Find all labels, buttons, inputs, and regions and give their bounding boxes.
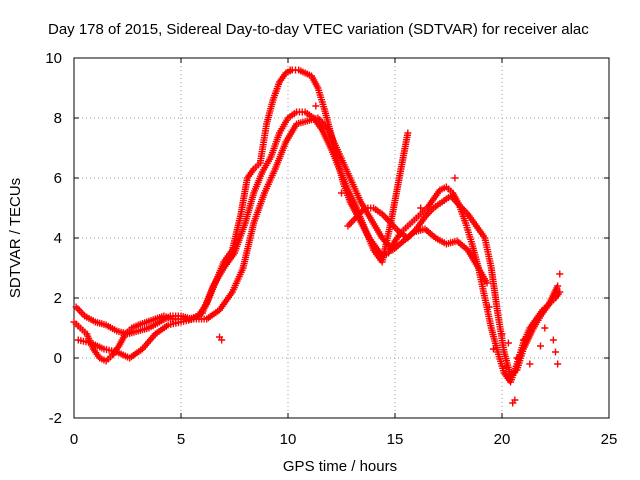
data-point xyxy=(537,342,545,350)
data-point xyxy=(483,279,491,287)
data-point xyxy=(541,324,549,332)
chart-title: Day 178 of 2015, Sidereal Day-to-day VTE… xyxy=(48,21,589,38)
data-point xyxy=(504,339,512,347)
data-point xyxy=(554,282,562,290)
data-point xyxy=(417,204,425,212)
x-tick-label: 15 xyxy=(387,431,404,448)
x-axis-label: GPS time / hours xyxy=(283,458,397,475)
data-point xyxy=(549,336,557,344)
data-point xyxy=(312,102,320,110)
data-point xyxy=(513,354,521,362)
data-point xyxy=(338,189,345,197)
data-point xyxy=(502,363,510,371)
data-point xyxy=(485,303,493,311)
data-point xyxy=(554,360,562,368)
data-point xyxy=(511,396,519,404)
data-point xyxy=(404,129,412,137)
data-point xyxy=(519,336,527,344)
x-tick-label: 0 xyxy=(70,431,78,448)
data-points xyxy=(70,66,564,407)
y-tick-label: 10 xyxy=(45,50,62,67)
data-point xyxy=(286,66,294,74)
y-axis-label: SDTVAR / TECUs xyxy=(7,178,24,298)
axis-ticks: 0 5 10 15 20 25 -2 0 2 4 6 8 10 xyxy=(45,50,617,448)
x-tick-label: 5 xyxy=(177,431,185,448)
x-tick-label: 10 xyxy=(280,431,297,448)
x-tick-label: 25 xyxy=(601,431,618,448)
data-point xyxy=(498,330,506,338)
data-point xyxy=(526,360,534,368)
data-point xyxy=(552,348,559,356)
y-tick-label: 2 xyxy=(54,290,62,307)
data-point xyxy=(218,336,226,344)
y-tick-label: 6 xyxy=(54,170,62,187)
y-tick-label: 8 xyxy=(54,110,62,127)
data-point xyxy=(451,174,459,182)
y-tick-label: 4 xyxy=(54,230,62,247)
data-point xyxy=(556,270,564,278)
x-tick-label: 20 xyxy=(494,431,511,448)
data-point xyxy=(489,345,497,353)
y-tick-label: 0 xyxy=(54,350,62,367)
y-tick-label: -2 xyxy=(49,410,62,427)
